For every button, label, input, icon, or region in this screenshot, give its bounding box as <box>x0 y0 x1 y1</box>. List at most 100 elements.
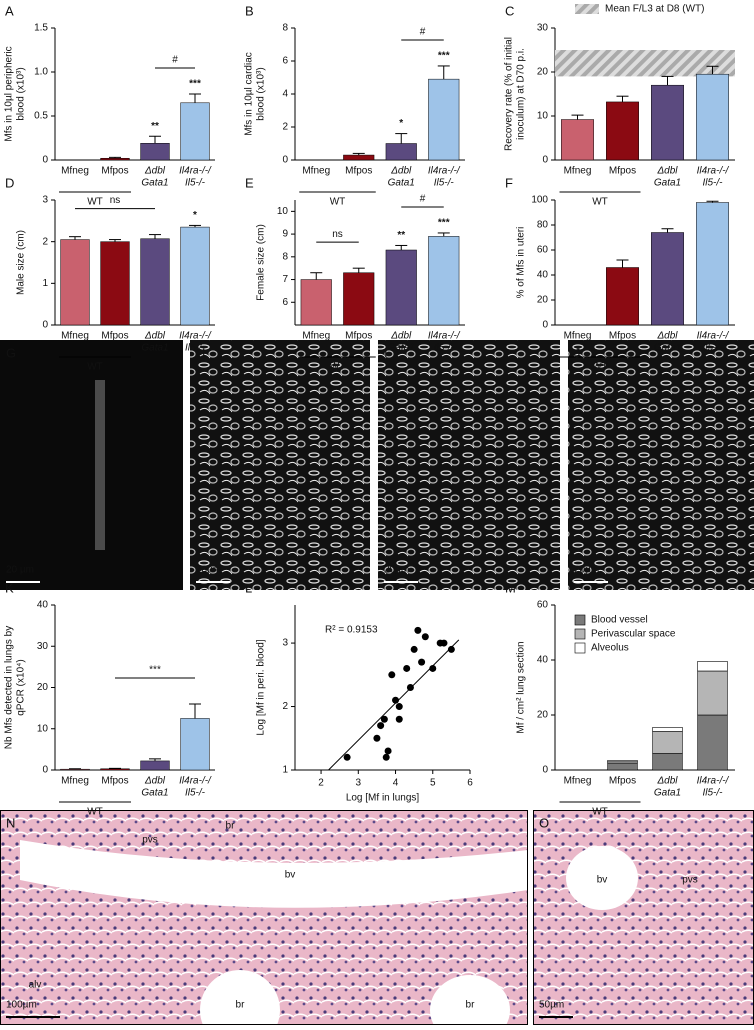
x-tick-label: Δdbl <box>144 776 166 787</box>
bracket-label: ns <box>110 195 121 206</box>
point <box>377 722 385 730</box>
y-tick-label: 8 <box>282 23 288 34</box>
y-tick-label: 2 <box>282 701 288 712</box>
vessel-lumen <box>20 840 528 908</box>
micrograph <box>378 340 560 590</box>
point <box>373 734 381 742</box>
panel-label: J <box>574 345 581 360</box>
panel-label: K <box>5 580 14 595</box>
significance: ** <box>151 121 159 132</box>
panel-label: I <box>384 345 388 360</box>
x-tick-label: Mfneg <box>564 166 592 177</box>
x-tick-label: Δdbl <box>144 166 166 177</box>
y-tick-label: 30 <box>537 23 549 34</box>
x-tick-label: Gata1 <box>654 343 681 354</box>
x-tick-label: Δdbl <box>390 166 412 177</box>
panel-label: G <box>6 345 16 360</box>
region-label: alv <box>29 980 42 991</box>
region-label: br <box>226 821 236 832</box>
y-tick-label: 1.0 <box>34 67 48 78</box>
x-tick-label: Il4ra-/-/ <box>428 331 461 342</box>
panel-label: N <box>6 815 15 830</box>
y-axis-label: blood (x10³) <box>16 67 27 120</box>
group-label: WT <box>592 807 608 818</box>
bar <box>60 239 90 326</box>
y-axis-label: Mfs in 10µl cardiac <box>244 52 255 136</box>
scale-label: 20µm <box>384 565 409 576</box>
bracket-label: # <box>420 194 426 205</box>
y-tick-label: 2 <box>42 236 48 247</box>
bracket-label: ns <box>332 229 343 240</box>
scale-label: 20 µm <box>6 565 34 576</box>
y-tick-label: 1.5 <box>34 23 48 34</box>
micrographs <box>0 340 754 1030</box>
y-tick-label: 40 <box>537 270 549 281</box>
y-axis-label: inoculum) at D70 p.i. <box>516 48 527 140</box>
point <box>392 696 400 704</box>
y-tick-label: 10 <box>37 723 49 734</box>
bar <box>180 718 210 771</box>
bar <box>140 238 170 326</box>
region-label: pvs <box>682 875 698 886</box>
x-tick-label: Il5-/- <box>703 178 724 189</box>
x-tick-label: Mfneg <box>302 331 330 342</box>
region-label: br <box>236 1000 246 1011</box>
point <box>382 753 390 761</box>
x-tick-label: Gata1 <box>141 343 168 354</box>
x-tick-label: 6 <box>467 778 473 789</box>
point <box>380 715 388 723</box>
micrograph-detail <box>95 380 105 550</box>
y-tick-label: 40 <box>537 655 549 666</box>
x-tick-label: Mfneg <box>564 331 592 342</box>
x-tick-label: Gata1 <box>141 788 168 799</box>
panel-label: C <box>505 3 514 18</box>
significance: *** <box>438 218 450 229</box>
y-tick-label: 0 <box>42 320 48 331</box>
point <box>421 633 429 641</box>
scale-label: 20µm <box>574 565 599 576</box>
x-tick-label: Mfneg <box>564 776 592 787</box>
y-tick-label: 0 <box>542 320 548 331</box>
bar <box>140 760 170 771</box>
group-label: WT <box>87 362 103 373</box>
x-tick-label: Il4ra-/-/ <box>179 776 212 787</box>
panel-label: L <box>245 580 252 595</box>
y-tick-label: 0.5 <box>34 111 48 122</box>
x-tick-label: Mfpos <box>101 166 128 177</box>
histology <box>533 810 754 1025</box>
bar <box>100 157 130 161</box>
point <box>343 753 351 761</box>
bar-segment <box>652 731 683 754</box>
x-tick-label: Gata1 <box>388 178 415 189</box>
x-tick-label: Δdbl <box>656 776 678 787</box>
y-tick-label: 10 <box>537 111 549 122</box>
y-axis-label: Female size (cm) <box>256 224 267 301</box>
x-tick-label: Mfneg <box>61 776 89 787</box>
bar <box>561 119 594 161</box>
x-tick-label: Il5-/- <box>185 343 206 354</box>
reference-key <box>575 4 599 14</box>
x-tick-label: Mfpos <box>101 776 128 787</box>
group-label: WT <box>87 807 103 818</box>
y-tick-label: 6 <box>282 56 288 67</box>
y-axis-label: Mfs in 10µl peripheric <box>4 46 15 141</box>
x-tick-label: 4 <box>393 778 399 789</box>
panel-label: A <box>5 3 14 18</box>
y-tick-label: 6 <box>282 297 288 308</box>
annotation: R² = 0.9153 <box>325 625 378 636</box>
legend-swatch <box>574 642 586 654</box>
y-tick-label: 80 <box>537 220 549 231</box>
x-tick-label: Il5-/- <box>703 788 724 799</box>
x-tick-label: Mfpos <box>345 331 372 342</box>
point <box>384 747 392 755</box>
significance: *** <box>189 79 201 90</box>
bar <box>606 267 639 326</box>
y-tick-label: 4 <box>282 89 288 100</box>
trendline <box>328 639 460 771</box>
panel-label: B <box>245 3 254 18</box>
x-tick-label: Il4ra-/-/ <box>697 331 730 342</box>
x-tick-label: Gata1 <box>654 788 681 799</box>
region-label: bv <box>285 870 296 881</box>
x-tick-label: 2 <box>318 778 324 789</box>
y-axis-label: qPCR (x10⁴) <box>16 659 27 716</box>
